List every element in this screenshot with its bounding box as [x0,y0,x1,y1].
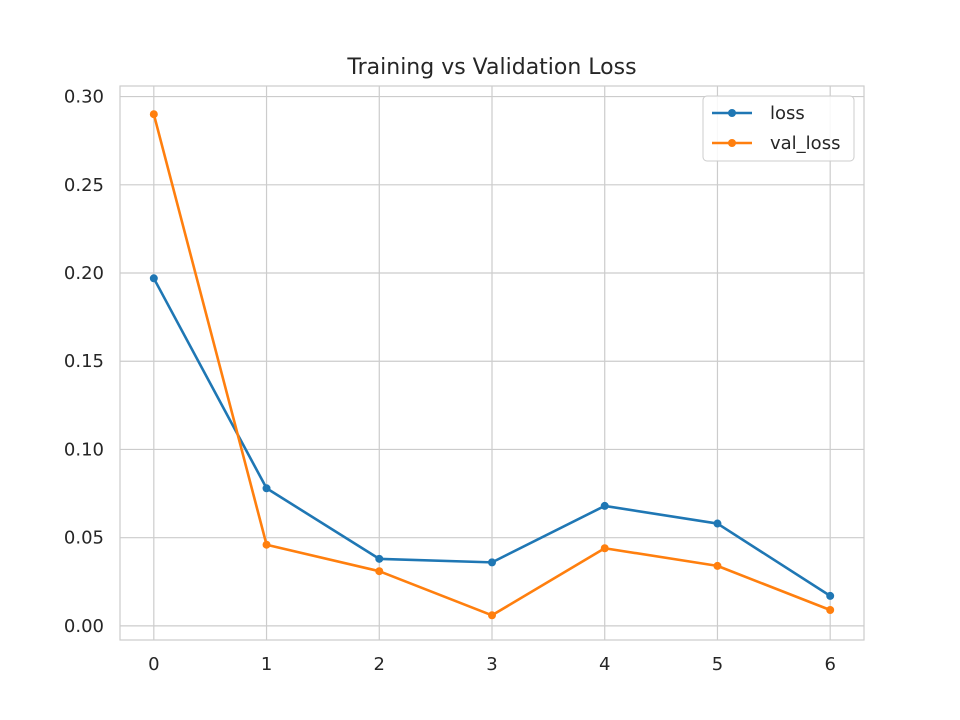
data-point [262,484,271,493]
legend-item: val_loss [712,133,840,154]
legend-label: val_loss [770,133,840,154]
data-point [149,274,158,283]
x-tick-labels: 0 1 2 3 4 5 6 [148,654,836,675]
data-point [600,544,609,553]
y-tick-label: 0.20 [64,263,104,284]
plot-frame [119,85,865,641]
legend-marker [728,139,736,147]
x-tick-label: 6 [824,654,835,675]
series-lines [149,110,835,620]
legend: loss val_loss [702,95,855,162]
y-tick-label: 0.00 [64,616,104,637]
y-tick-label: 0.30 [64,87,104,108]
data-point [713,519,722,528]
chart-title: Training vs Validation Loss [346,55,636,80]
y-tick-label: 0.10 [64,439,104,460]
data-point [826,606,835,615]
data-point [375,554,384,563]
x-tick-label: 2 [374,654,385,675]
data-point [149,110,158,119]
y-tick-label: 0.25 [64,175,104,196]
x-tick-label: 0 [148,654,159,675]
x-tick-label: 1 [261,654,272,675]
legend-marker [728,109,736,117]
data-point [262,540,271,549]
grid [120,86,864,640]
series-loss [149,274,835,600]
y-tick-label: 0.05 [64,528,104,549]
data-point [488,611,496,620]
legend-item: loss [712,103,805,124]
x-tick-label: 4 [599,654,610,675]
x-tick-label: 3 [486,654,497,675]
data-point [488,558,496,567]
x-tick-label: 5 [712,654,723,675]
data-point [600,501,609,510]
series-val-loss [149,110,835,620]
y-tick-label: 0.15 [64,351,104,372]
legend-label: loss [770,103,805,124]
data-point [713,561,722,570]
data-point [375,567,384,576]
data-point [826,591,835,600]
y-tick-labels: 0.00 0.05 0.10 0.15 0.20 0.25 0.30 [64,87,104,637]
legend-items: loss val_loss [712,103,840,154]
